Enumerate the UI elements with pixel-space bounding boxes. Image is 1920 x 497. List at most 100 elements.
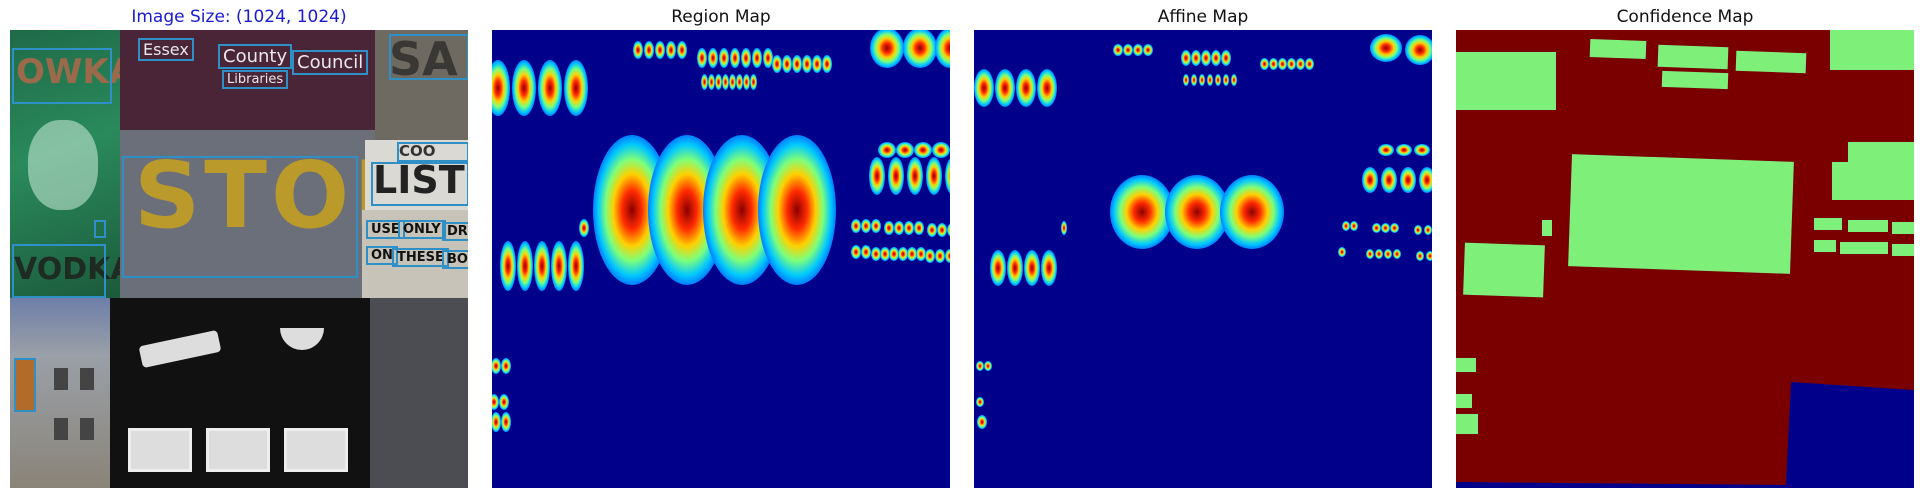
sign-highlight	[28, 120, 98, 210]
heat-blob	[976, 397, 984, 407]
heat-blob	[1424, 225, 1432, 235]
heat-blob	[500, 241, 516, 291]
heat-blob	[1304, 58, 1314, 70]
heat-blob	[1223, 74, 1229, 86]
heat-blob	[1370, 34, 1402, 62]
heat-blob	[898, 247, 908, 261]
heat-blob	[1201, 50, 1211, 66]
heat-blob	[880, 247, 890, 261]
heat-blob	[907, 247, 917, 261]
heat-blob	[878, 142, 896, 158]
on-word: ON	[366, 246, 398, 265]
heat-blob	[812, 55, 822, 73]
confidence-region	[1840, 242, 1888, 254]
region-map	[492, 30, 950, 488]
use-only-sign: USE ONLY DRI ON THESE BO	[362, 210, 468, 298]
heat-blob	[995, 69, 1015, 107]
heat-blob	[1199, 74, 1205, 86]
heat-blob	[1366, 249, 1374, 259]
confidence-region	[1848, 220, 1888, 232]
heat-blob	[977, 415, 987, 429]
heat-blob	[1338, 247, 1346, 257]
heat-blob	[822, 55, 832, 73]
heat-blob	[1110, 175, 1174, 249]
heat-blob	[903, 30, 937, 68]
heat-blob	[1419, 167, 1432, 193]
heat-blob	[1405, 35, 1432, 65]
heat-blob	[802, 55, 812, 73]
heat-blob	[1123, 44, 1133, 56]
heat-blob	[889, 247, 899, 261]
heat-blob	[1400, 167, 1416, 193]
heat-blob	[1286, 58, 1296, 70]
heat-blob	[1259, 58, 1269, 70]
heat-blob	[1396, 144, 1412, 156]
heat-blob	[904, 221, 914, 235]
heat-blob	[976, 361, 984, 371]
heat-blob	[1007, 250, 1023, 286]
heat-blob	[884, 221, 894, 235]
heat-blob	[896, 142, 914, 158]
heat-blob	[1277, 58, 1287, 70]
vodka-box	[12, 244, 106, 298]
affine-map-title: Affine Map	[1157, 7, 1249, 27]
image-size-title: Image Size: (1024, 1024)	[131, 7, 347, 27]
small-box	[94, 220, 106, 238]
heat-blob	[730, 48, 740, 68]
heat-blob	[492, 412, 501, 432]
heat-blob	[851, 245, 861, 259]
confidence-region	[1463, 242, 1545, 298]
libraries-word: Libraries	[222, 70, 289, 89]
heat-blob	[1024, 250, 1040, 286]
heat-blob	[1183, 74, 1189, 86]
heat-blob	[871, 247, 881, 261]
heat-blob	[1016, 69, 1036, 107]
confidence-region	[1892, 244, 1914, 256]
heat-blob	[1384, 249, 1392, 259]
screen-icon	[206, 428, 270, 472]
heat-blob	[945, 249, 950, 263]
heat-blob	[1414, 225, 1422, 235]
heat-blob	[1375, 249, 1383, 259]
heat-blob	[869, 157, 885, 195]
heat-blob	[697, 48, 707, 68]
region-map-title: Region Map	[671, 7, 771, 27]
heat-blob	[932, 142, 950, 158]
heat-blob	[742, 74, 750, 90]
heat-blob	[888, 157, 904, 195]
heat-blob	[851, 219, 861, 233]
confidence-region	[1848, 142, 1914, 162]
heat-blob	[1342, 221, 1350, 231]
camera-icon	[138, 329, 222, 369]
heat-blob	[721, 74, 729, 90]
heat-blob	[579, 219, 589, 237]
vodka-text: VODKA	[14, 252, 120, 287]
heat-blob	[749, 74, 757, 90]
building-photo	[10, 298, 110, 488]
region-heat-blobs	[492, 30, 950, 488]
owka-text: OWKA	[16, 52, 120, 92]
heat-blob	[714, 74, 722, 90]
dri-word: DRI	[442, 222, 468, 241]
heat-blob	[707, 74, 715, 90]
building-window	[80, 368, 94, 390]
heat-blob	[1416, 251, 1424, 261]
sa-text: SA	[389, 32, 458, 86]
heat-blob	[1378, 144, 1394, 156]
gray-wall	[370, 298, 468, 488]
council-word: Council	[292, 50, 369, 75]
stop-text: STOP	[134, 142, 375, 249]
heat-blob	[1362, 167, 1378, 193]
heat-blob	[492, 60, 510, 116]
heat-blob	[945, 157, 950, 195]
heat-blob	[1381, 167, 1397, 193]
heat-blob	[1414, 144, 1430, 156]
heat-blob	[927, 223, 937, 237]
sa-sign: SA	[375, 30, 468, 140]
confidence-region	[1830, 30, 1914, 70]
confidence-map	[1456, 30, 1914, 488]
heat-blob	[492, 358, 501, 374]
county-word: County	[218, 44, 293, 69]
heat-blob	[1211, 50, 1221, 66]
screen-icon	[128, 428, 192, 472]
